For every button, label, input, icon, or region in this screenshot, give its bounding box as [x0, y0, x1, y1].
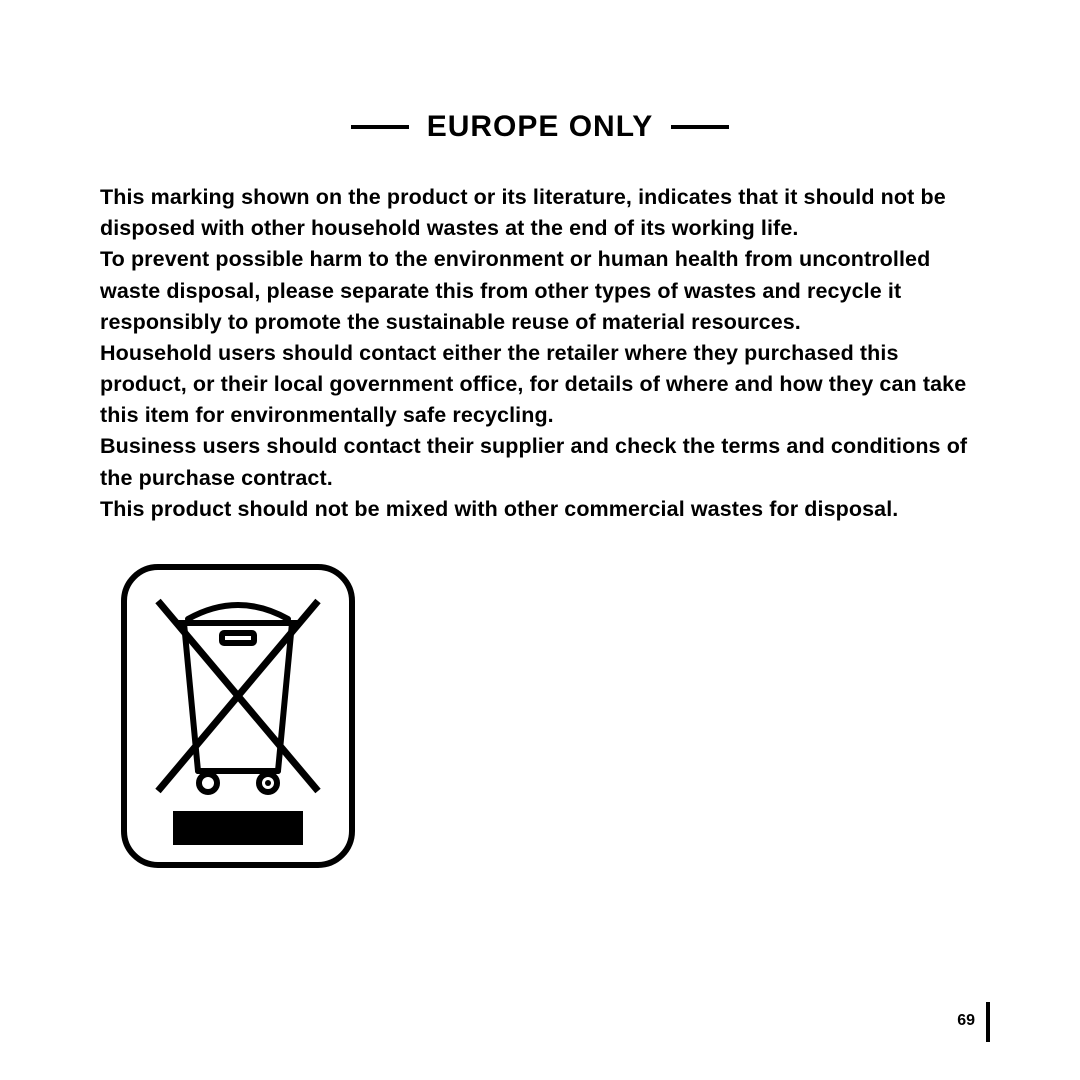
heading-dash-left	[351, 125, 409, 129]
page: EUROPE ONLY This marking shown on the pr…	[0, 0, 1080, 1080]
heading-text: EUROPE ONLY	[427, 110, 654, 144]
weee-crossed-bin-icon	[118, 561, 358, 871]
paragraph-4: Business users should contact their supp…	[100, 431, 980, 493]
heading-row: EUROPE ONLY	[100, 110, 980, 144]
body-text: This marking shown on the product or its…	[100, 182, 980, 525]
page-number: 69	[957, 1012, 975, 1030]
weee-symbol	[118, 561, 980, 876]
paragraph-3: Household users should contact either th…	[100, 338, 980, 432]
paragraph-1: This marking shown on the product or its…	[100, 182, 980, 244]
corner-mark	[986, 1002, 990, 1042]
paragraph-5: This product should not be mixed with ot…	[100, 494, 980, 525]
paragraph-2: To prevent possible harm to the environm…	[100, 244, 980, 338]
heading-dash-right	[671, 125, 729, 129]
